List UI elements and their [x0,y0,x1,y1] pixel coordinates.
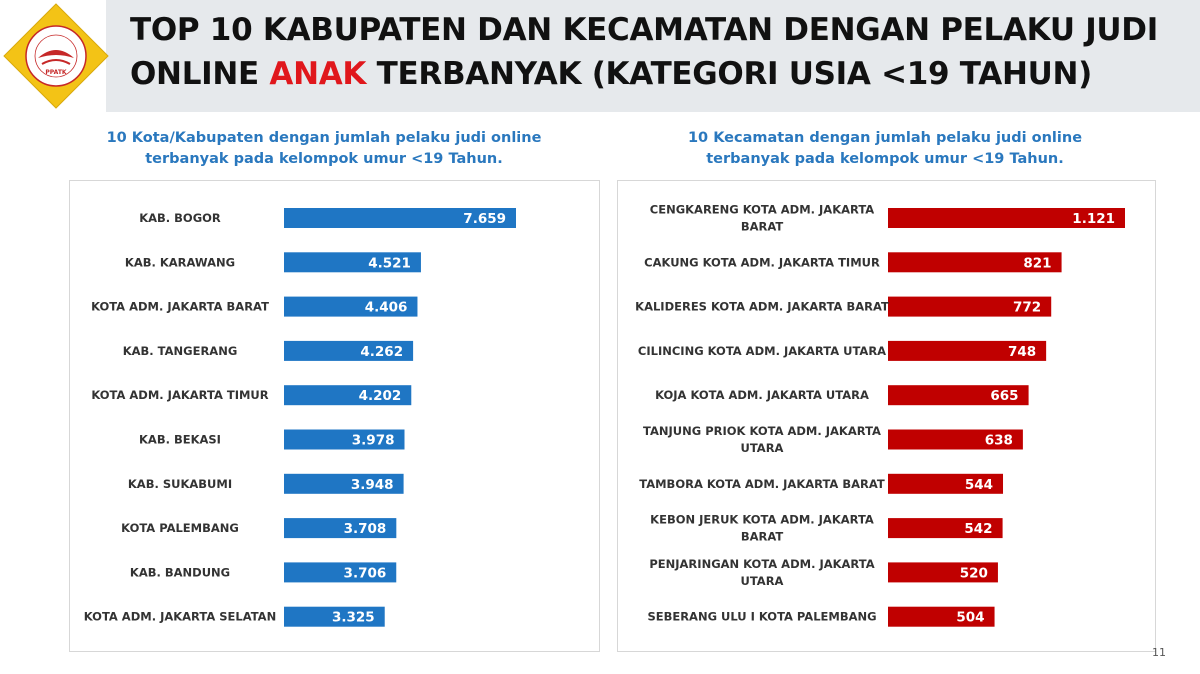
bar-label-9: UTARA [741,574,784,588]
bar-value-9: 3.706 [344,565,387,581]
bar-value-1: 1.121 [1072,211,1115,227]
left-chart-panel: KAB. BOGOR 7.659 KAB. KARAWANG 4.521 KOTA AD… [69,180,600,652]
bar-label-9: PENJARINGAN KOTA ADM. JAKARTA [649,557,874,571]
bar-1 [284,208,516,228]
bar-label-6: TANJUNG PRIOK KOTA ADM. JAKARTA [643,424,881,438]
bar-1 [888,208,1125,228]
bar-value-8: 3.708 [344,521,387,537]
bar-7 [284,473,404,494]
bar-label-10: SEBERANG ULU I KOTA PALEMBANG [647,610,876,624]
bar-label-1: KAB. BOGOR [139,211,221,225]
bar-10 [284,606,385,627]
bar-value-5: 4.202 [359,388,402,404]
bar-label-10: KOTA ADM. JAKARTA SELATAN [84,610,276,624]
bar-value-4: 4.262 [360,344,403,360]
title-highlight: ANAK [269,56,367,92]
bar-label-2: CAKUNG KOTA ADM. JAKARTA TIMUR [644,255,880,269]
page-number: 11 [1152,646,1166,659]
bar-5 [888,385,1029,406]
bar-3 [888,296,1052,317]
right-chart-subtitle: 10 Kecamatan dengan jumlah pelaku judi o… [687,130,1083,167]
bar-label-1: CENGKARENG KOTA ADM. JAKARTA [650,203,875,217]
bar-label-9: KAB. BANDUNG [130,565,230,579]
bar-8 [284,518,397,539]
bar-2 [888,252,1062,273]
header-band [106,0,1200,112]
bar-label-8: BARAT [741,530,784,544]
bar-value-10: 504 [956,610,984,626]
bar-value-6: 638 [985,433,1013,449]
bar-value-1: 7.659 [463,211,506,227]
left-chart-subtitle: 10 Kota/Kabupaten dengan jumlah pelaku j… [106,130,542,167]
bar-label-6: KAB. BEKASI [139,433,221,447]
left-bar-chart: KAB. BOGOR 7.659 KAB. KARAWANG 4.521 KOTA AD… [84,208,516,627]
bar-value-3: 4.406 [365,300,408,316]
page-title: TOP 10 KABUPATEN DAN KECAMATAN DENGAN PE… [130,8,1170,96]
bar-label-5: KOTA ADM. JAKARTA TIMUR [91,388,268,402]
bar-value-7: 3.948 [351,477,394,493]
title-line-1: TOP 10 KABUPATEN DAN KECAMATAN DENGAN PE… [130,12,1158,48]
ppatk-logo: PPATK [2,2,110,110]
bar-label-6: UTARA [741,441,784,455]
bar-label-1: BARAT [741,220,784,234]
bar-label-8: KEBON JERUK KOTA ADM. JAKARTA [650,513,874,527]
bar-value-4: 748 [1008,344,1036,360]
title-line-2: ONLINE ANAK TERBANYAK (KATEGORI USIA <19… [130,56,1092,92]
bar-6 [284,429,405,450]
bar-value-9: 520 [960,565,988,581]
bar-value-2: 821 [1023,255,1051,271]
bar-10 [888,606,995,627]
bar-label-3: KOTA ADM. JAKARTA BARAT [91,300,269,314]
bar-label-4: KAB. TANGERANG [123,344,238,358]
bar-4 [284,340,414,361]
bar-value-10: 3.325 [332,610,375,626]
bar-8 [888,518,1003,539]
bar-7 [888,473,1004,494]
bar-label-7: TAMBORA KOTA ADM. JAKARTA BARAT [639,477,885,491]
bar-label-2: KAB. KARAWANG [125,255,235,269]
bar-2 [284,252,421,273]
bar-label-5: KOJA KOTA ADM. JAKARTA UTARA [655,388,869,402]
bar-4 [888,340,1047,361]
bar-value-7: 544 [965,477,993,493]
bar-value-6: 3.978 [352,433,395,449]
bar-label-8: KOTA PALEMBANG [121,521,239,535]
bar-value-5: 665 [990,388,1018,404]
bar-label-4: CILINCING KOTA ADM. JAKARTA UTARA [638,344,886,358]
bar-3 [284,296,418,317]
bar-label-3: KALIDERES KOTA ADM. JAKARTA BARAT [635,300,889,314]
right-chart-panel: CENGKARENG KOTA ADM. JAKARTA BARAT 1.121 CA… [617,180,1156,652]
bar-9 [284,562,397,583]
bar-9 [888,562,998,583]
bar-value-3: 772 [1013,300,1041,316]
right-bar-chart: CENGKARENG KOTA ADM. JAKARTA BARAT 1.121 CA… [635,203,1125,627]
bar-value-8: 542 [964,521,992,537]
bar-value-2: 4.521 [368,255,411,271]
bar-label-7: KAB. SUKABUMI [128,477,232,491]
bar-5 [284,385,412,406]
bar-6 [888,429,1023,450]
svg-text:PPATK: PPATK [45,69,67,76]
